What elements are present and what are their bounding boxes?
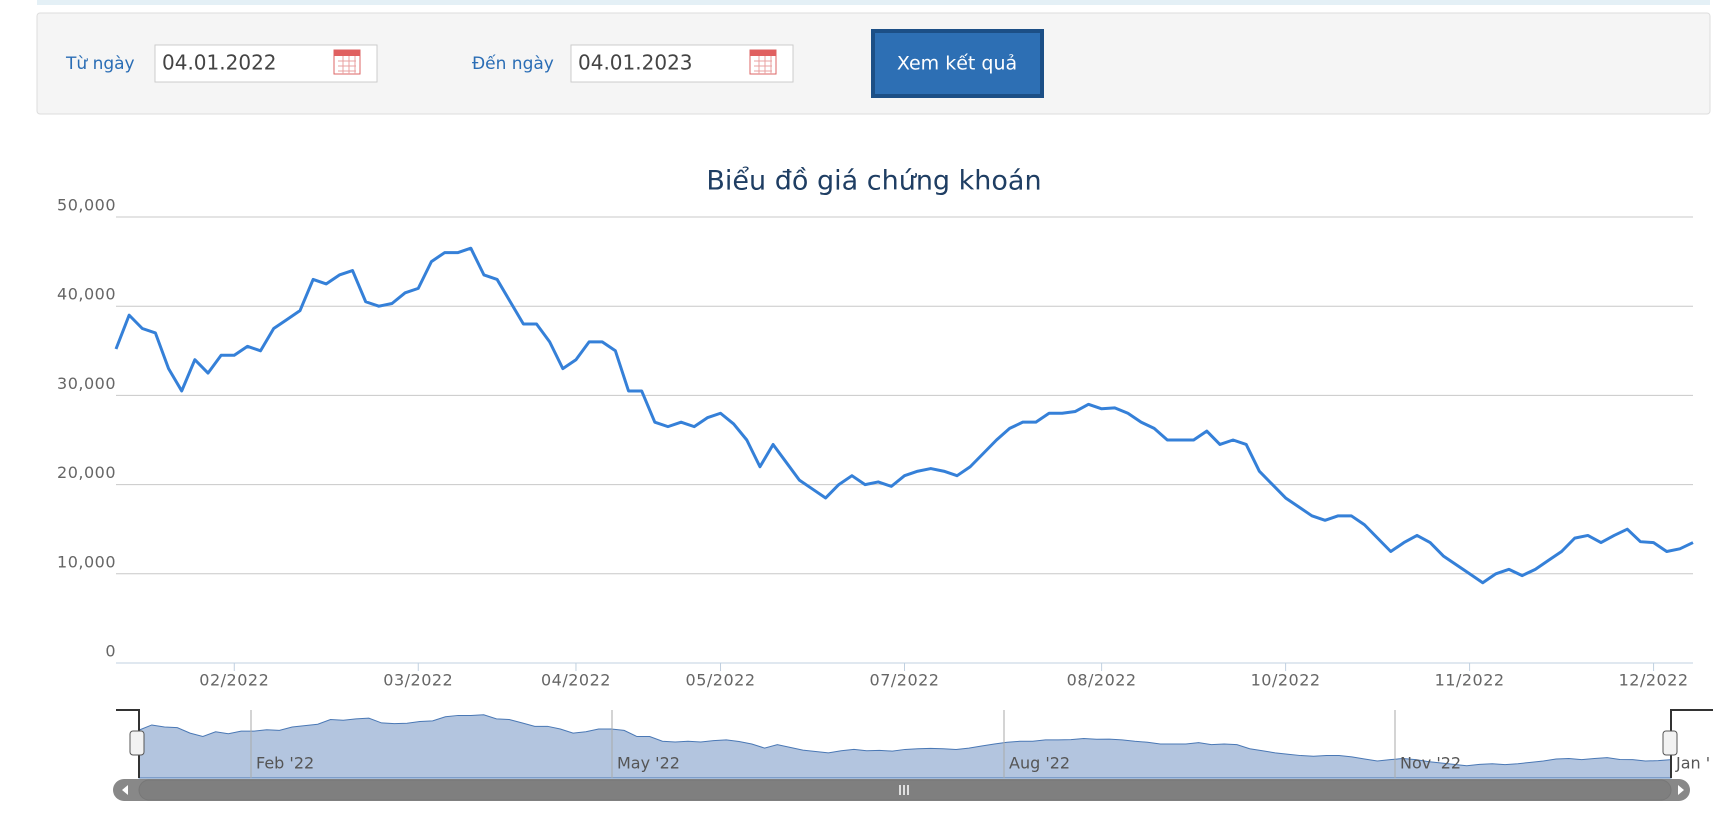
from-value: 04.01.2022 [162, 51, 277, 75]
x-tick-label: 10/2022 [1251, 671, 1321, 690]
scrollbar-thumb[interactable] [138, 779, 1672, 801]
x-tick-label: 03/2022 [383, 671, 453, 690]
y-tick-label: 50,000 [57, 196, 116, 215]
x-tick-label: 08/2022 [1067, 671, 1137, 690]
submit-button[interactable] [871, 29, 1044, 98]
scroll-right-arrow [1678, 785, 1684, 795]
y-tick-label: 40,000 [57, 285, 116, 304]
from-label: Từ ngày [65, 54, 135, 74]
navigator-label: Nov '22 [1400, 754, 1461, 773]
x-tick-label: 05/2022 [686, 671, 756, 690]
navigator-area [138, 714, 1672, 779]
y-tick-label: 20,000 [57, 463, 116, 482]
navigator-label: Aug '22 [1009, 754, 1070, 773]
scroll-grip [899, 785, 909, 795]
x-tick-label: 07/2022 [870, 671, 940, 690]
x-tick-label: 02/2022 [199, 671, 269, 690]
to-label: Đến ngày [472, 53, 554, 74]
navigator-label: Jan ' [1675, 754, 1710, 773]
y-tick-label: 0 [105, 642, 116, 661]
navigator-handle[interactable] [1662, 730, 1678, 756]
price-line [114, 246, 1694, 585]
button-label: Xem kết quả [897, 53, 1017, 75]
navigator-label: May '22 [617, 754, 680, 773]
chart-title: Biểu đồ giá chứng khoán [706, 166, 1041, 197]
x-tick-label: 04/2022 [541, 671, 611, 690]
calendar-icon[interactable] [333, 49, 361, 75]
navigator-handle[interactable] [129, 730, 145, 756]
x-tick-label: 11/2022 [1435, 671, 1505, 690]
scroll-left-arrow [122, 785, 128, 795]
navigator-label: Feb '22 [256, 754, 314, 773]
to-value: 04.01.2023 [578, 51, 693, 75]
y-tick-label: 10,000 [57, 552, 116, 571]
y-tick-label: 30,000 [57, 374, 116, 393]
calendar-icon[interactable] [749, 49, 777, 75]
x-tick-label: 12/2022 [1619, 671, 1689, 690]
top-bar [37, 0, 1710, 5]
